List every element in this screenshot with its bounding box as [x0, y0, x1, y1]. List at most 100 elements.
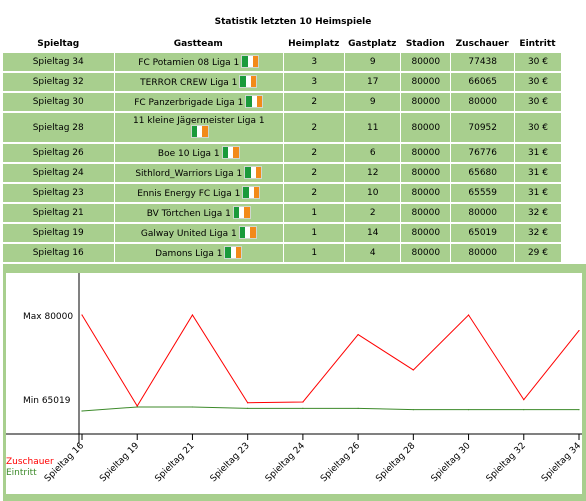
- table-row: Spieltag 28 11 kleine Jägermeister Liga 1…: [3, 113, 561, 142]
- cell-heimplatz: 1: [283, 204, 345, 222]
- cell-gastplatz: 2: [344, 204, 401, 222]
- cell-zuschauer: 76776: [450, 144, 514, 162]
- data-point-zuschauer: [523, 399, 525, 401]
- table-row: Spieltag 23 Ennis Energy FC Liga 1 2 10 8000…: [3, 184, 561, 202]
- liga-label: Liga 1: [237, 116, 265, 126]
- cell-eintritt: 32 €: [513, 204, 561, 222]
- ireland-flag-icon: [239, 74, 258, 88]
- cell-gastplatz: 11: [344, 113, 401, 142]
- cell-zuschauer: 80000: [450, 244, 514, 262]
- series-line-eintritt: [81, 406, 579, 412]
- data-point-zuschauer: [136, 405, 138, 407]
- cell-stadion: 80000: [400, 224, 451, 242]
- legend-zuschauer: Zuschauer: [6, 457, 54, 467]
- ireland-flag-icon: [221, 145, 240, 159]
- col-header-heimplatz: Heimplatz: [283, 37, 345, 51]
- liga-label: Liga 1: [192, 148, 220, 159]
- cell-zuschauer: 77438: [450, 53, 514, 71]
- data-point-eintritt: [578, 409, 580, 411]
- team-link[interactable]: 11 kleine Jägermeister: [132, 116, 235, 126]
- cell-gastteam: FC Panzerbrigade Liga 1: [113, 93, 284, 111]
- cell-eintritt: 31 €: [513, 164, 561, 182]
- ireland-flag-icon: [241, 54, 260, 68]
- cell-zuschauer: 80000: [450, 93, 514, 111]
- team-link[interactable]: Galway United: [140, 228, 207, 239]
- team-link[interactable]: TERROR CREW: [140, 77, 208, 88]
- cell-eintritt: 30 €: [513, 53, 561, 71]
- col-header-zuschauer: Zuschauer: [450, 37, 514, 51]
- cell-stadion: 80000: [400, 164, 451, 182]
- data-point-eintritt: [467, 409, 470, 411]
- cell-eintritt: 30 €: [513, 93, 561, 111]
- cell-eintritt: 30 €: [513, 113, 561, 142]
- team-link[interactable]: FC Panzerbrigade: [134, 97, 214, 108]
- cell-spieltag: Spieltag 28: [3, 113, 114, 142]
- data-point-zuschauer: [467, 314, 470, 316]
- cell-stadion: 80000: [400, 53, 451, 71]
- cell-stadion: 80000: [400, 73, 451, 91]
- attendance-chart: Max 80000 Min 65019 Spieltag 16 Spieltag 19…: [3, 264, 586, 501]
- col-header-gastteam: Gastteam: [113, 37, 284, 51]
- cell-heimplatz: 1: [283, 224, 345, 242]
- cell-spieltag: Spieltag 21: [3, 204, 114, 222]
- cell-heimplatz: 3: [283, 53, 345, 71]
- cell-zuschauer: 70952: [450, 113, 514, 142]
- cell-spieltag: Spieltag 24: [3, 164, 114, 182]
- cell-gastteam: FC Potamien 08 Liga 1: [113, 53, 284, 71]
- table-row: Spieltag 30 FC Panzerbrigade Liga 1 2 9 8000…: [3, 93, 561, 111]
- data-point-eintritt: [191, 406, 194, 408]
- table-row: Spieltag 24 Sithlord_Warriors Liga 1 2 12 80…: [3, 164, 561, 182]
- liga-label: Liga 1: [210, 77, 238, 88]
- table-row: Spieltag 32 TERROR CREW Liga 1 3 17 80000 660…: [3, 73, 561, 91]
- data-point-zuschauer: [81, 314, 83, 316]
- cell-gastteam: TERROR CREW Liga 1: [113, 73, 284, 91]
- cell-zuschauer: 66065: [450, 73, 514, 91]
- cell-gastplatz: 4: [344, 244, 401, 262]
- y-label-area: [6, 273, 79, 434]
- data-point-zuschauer: [578, 329, 580, 332]
- cell-eintritt: 30 €: [513, 73, 561, 91]
- team-link[interactable]: Sithlord_Warriors: [135, 168, 213, 179]
- liga-label: Liga 1: [211, 57, 240, 68]
- cell-spieltag: Spieltag 32: [3, 73, 114, 91]
- data-point-zuschauer: [247, 402, 249, 404]
- cell-gastteam: Ennis Energy FC Liga 1: [113, 184, 284, 202]
- ireland-flag-icon: [224, 245, 243, 259]
- cell-eintritt: 32 €: [513, 224, 561, 242]
- table-row: Spieltag 19 Galway United Liga 1 1 14 80000 6…: [3, 224, 561, 242]
- cell-stadion: 80000: [400, 113, 451, 142]
- cell-gastplatz: 14: [344, 224, 401, 242]
- table-row: Spieltag 21 BV Törtchen Liga 1 1 2 80000 8000…: [3, 204, 561, 222]
- cell-spieltag: Spieltag 30: [3, 93, 114, 111]
- cell-eintritt: 31 €: [513, 144, 561, 162]
- col-header-spieltag: Spieltag: [3, 37, 114, 51]
- cell-gastplatz: 10: [344, 184, 401, 202]
- team-link[interactable]: Boe 10: [157, 148, 190, 159]
- x-label-area: [6, 434, 582, 494]
- team-link[interactable]: FC Potamien 08: [138, 57, 210, 68]
- stats-table: Spieltag Gastteam Heimplatz Gastplatz St…: [3, 35, 561, 264]
- col-header-eintritt: Eintritt: [513, 37, 561, 51]
- cell-gastteam: Boe 10 Liga 1: [113, 144, 284, 162]
- table-row: Spieltag 34 FC Potamien 08 Liga 1 3 9 80000 7…: [3, 53, 561, 71]
- cell-heimplatz: 2: [283, 93, 345, 111]
- team-link[interactable]: Ennis Energy FC: [137, 188, 211, 199]
- table-row: Spieltag 16 Damons Liga 1 1 4 80000 80000 29 €: [3, 244, 561, 262]
- legend-eintritt: Eintritt: [6, 468, 37, 478]
- table-header-row: Spieltag Gastteam Heimplatz Gastplatz St…: [3, 37, 561, 51]
- cell-spieltag: Spieltag 23: [3, 184, 114, 202]
- data-point-eintritt: [302, 407, 304, 409]
- liga-label: Liga 1: [203, 208, 231, 219]
- data-point-zuschauer: [191, 314, 194, 316]
- cell-zuschauer: 80000: [450, 204, 514, 222]
- cell-stadion: 80000: [400, 244, 451, 262]
- data-point-zuschauer: [357, 333, 359, 336]
- cell-gastplatz: 6: [344, 144, 401, 162]
- team-link[interactable]: Damons: [155, 248, 193, 259]
- ireland-flag-icon: [242, 185, 261, 199]
- y-max-label: Max 80000: [23, 312, 73, 322]
- y-min-label: Min 65019: [23, 396, 71, 406]
- cell-gastplatz: 9: [344, 93, 401, 111]
- team-link[interactable]: BV Törtchen: [146, 208, 201, 219]
